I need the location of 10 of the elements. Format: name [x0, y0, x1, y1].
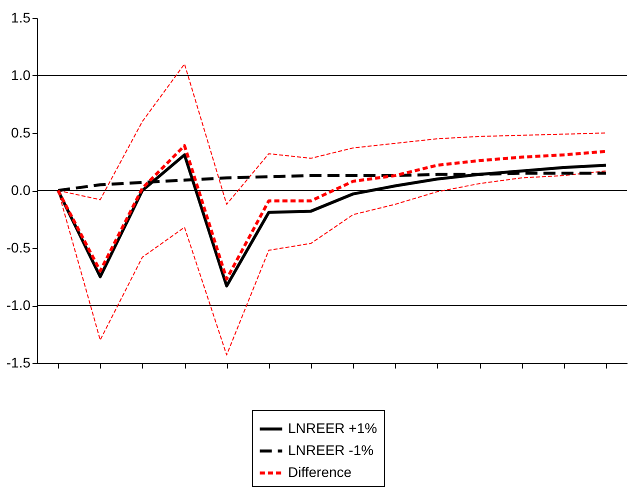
y-tick-label: 1.5: [11, 10, 31, 26]
legend-label: LNREER -1%: [288, 442, 374, 458]
y-tick-label: 0.5: [11, 124, 31, 140]
y-tick-label: 0.0: [11, 182, 31, 198]
y-tick-label: -1.5: [6, 354, 31, 370]
y-tick-label: 1.0: [11, 67, 31, 83]
legend-label: Difference: [288, 464, 352, 480]
y-tick-label: -0.5: [6, 240, 31, 256]
legend-label: LNREER +1%: [288, 420, 378, 436]
y-tick-label: -1.0: [6, 297, 31, 313]
